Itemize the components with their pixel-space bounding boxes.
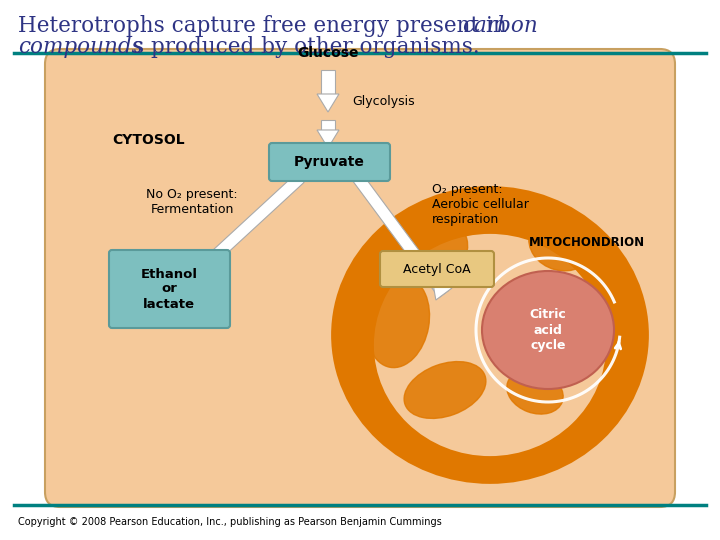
Text: Glucose: Glucose xyxy=(297,46,359,60)
Text: Citric
acid
cycle: Citric acid cycle xyxy=(530,308,567,352)
Ellipse shape xyxy=(552,281,605,363)
FancyBboxPatch shape xyxy=(269,143,390,181)
Polygon shape xyxy=(179,173,304,290)
Polygon shape xyxy=(354,174,449,298)
Text: Pyruvate: Pyruvate xyxy=(294,155,364,169)
FancyBboxPatch shape xyxy=(109,250,230,328)
Ellipse shape xyxy=(507,370,563,414)
Polygon shape xyxy=(432,278,452,300)
Ellipse shape xyxy=(482,271,614,389)
Ellipse shape xyxy=(396,217,468,279)
Polygon shape xyxy=(176,272,198,293)
Polygon shape xyxy=(321,70,335,94)
Polygon shape xyxy=(321,120,335,130)
Ellipse shape xyxy=(372,233,608,457)
Text: compounds: compounds xyxy=(18,36,143,58)
Text: Heterotrophs capture free energy present in: Heterotrophs capture free energy present… xyxy=(18,15,513,37)
Text: Glycolysis: Glycolysis xyxy=(352,96,415,109)
FancyBboxPatch shape xyxy=(380,251,494,287)
Text: O₂ present:
Aerobic cellular
respiration: O₂ present: Aerobic cellular respiration xyxy=(432,184,529,226)
FancyBboxPatch shape xyxy=(45,49,675,507)
Ellipse shape xyxy=(404,362,486,418)
Polygon shape xyxy=(317,94,339,112)
Text: Copyright © 2008 Pearson Education, Inc., publishing as Pearson Benjamin Cumming: Copyright © 2008 Pearson Education, Inc.… xyxy=(18,517,442,527)
Ellipse shape xyxy=(528,213,595,271)
Polygon shape xyxy=(317,130,339,148)
Text: carbon: carbon xyxy=(462,15,538,37)
Text: MITOCHONDRION: MITOCHONDRION xyxy=(529,235,645,248)
Text: No O₂ present:
Fermentation: No O₂ present: Fermentation xyxy=(146,188,238,216)
Ellipse shape xyxy=(333,187,647,483)
Text: s produced by other organisms.: s produced by other organisms. xyxy=(133,36,480,58)
Ellipse shape xyxy=(366,276,430,368)
Text: Ethanol
or
lactate: Ethanol or lactate xyxy=(140,267,197,310)
Text: CYTOSOL: CYTOSOL xyxy=(112,133,184,147)
Text: Acetyl CoA: Acetyl CoA xyxy=(403,262,471,275)
